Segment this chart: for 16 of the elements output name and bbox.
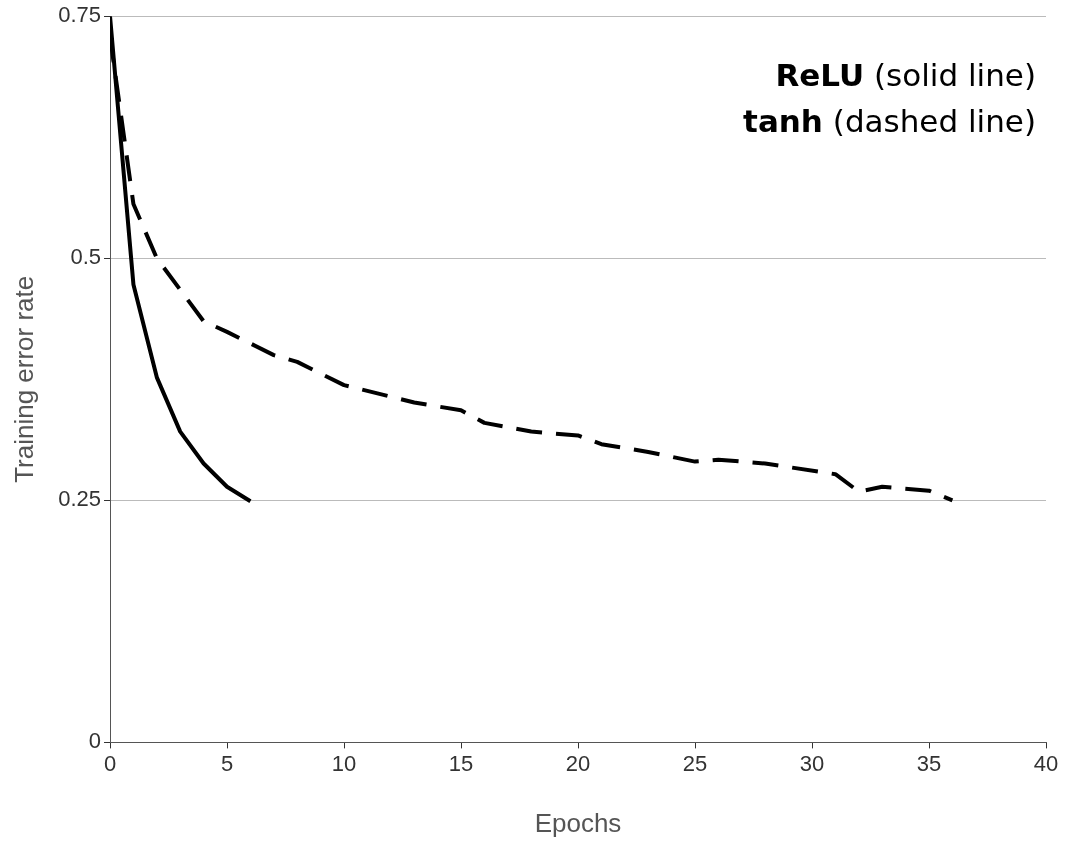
x-tick-label: 35 (916, 750, 942, 776)
x-axis-title: Epochs (534, 807, 622, 838)
y-tick-label: 0 (88, 728, 102, 754)
y-tick-label: 0.75 (58, 2, 102, 28)
annotation: tanh (dashed line) (743, 103, 1037, 140)
annotation: ReLU (solid line) (775, 57, 1037, 94)
x-tick-label: 15 (448, 750, 474, 776)
y-tick-label: 0.25 (58, 486, 102, 512)
x-tick-label: 30 (799, 750, 825, 776)
y-tick-label: 0.5 (70, 244, 102, 270)
x-tick-label: 40 (1033, 750, 1059, 776)
x-tick-label: 20 (565, 750, 591, 776)
y-axis-title: Training error rate (8, 275, 39, 483)
x-tick-label: 10 (331, 750, 357, 776)
x-tick-label: 5 (220, 750, 234, 776)
x-tick-label: 25 (682, 750, 708, 776)
